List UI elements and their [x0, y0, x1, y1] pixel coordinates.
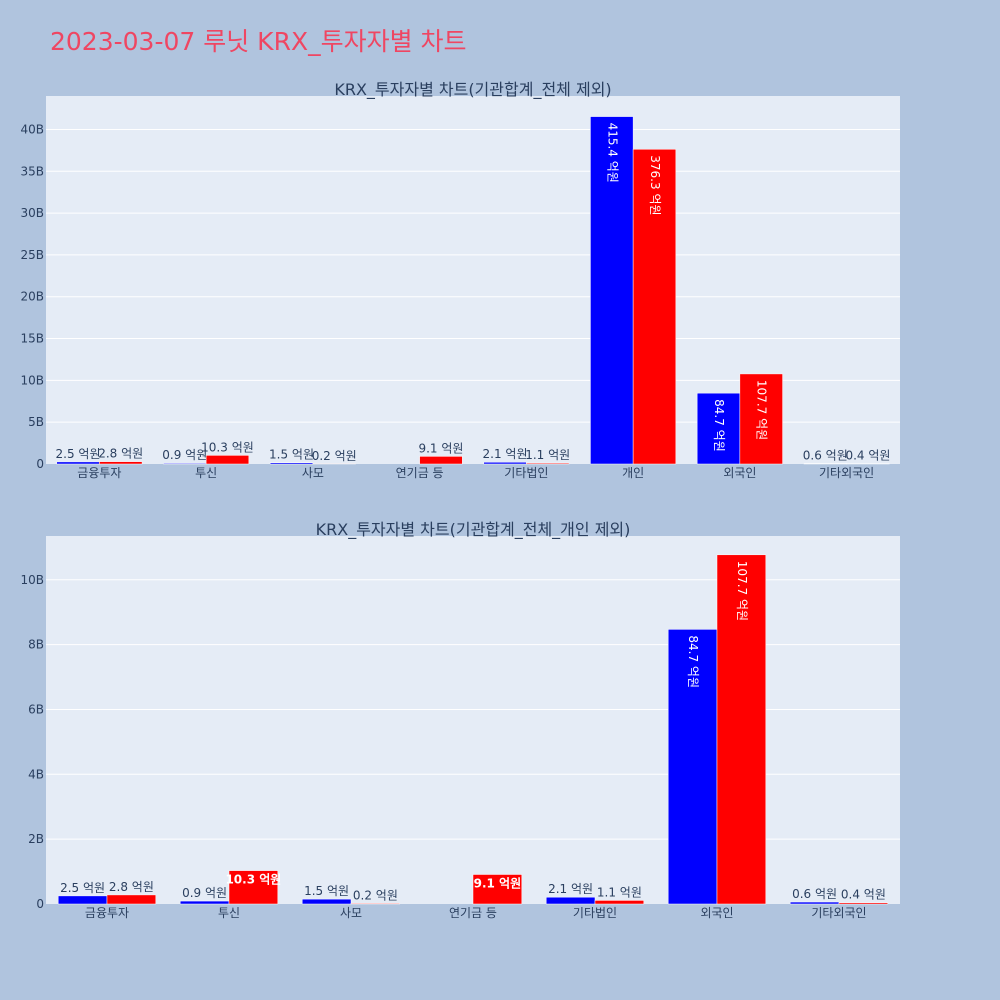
data-label: 10.3 억원: [225, 873, 281, 887]
data-label: 0.9 억원: [182, 886, 227, 900]
x-tick-label: 연기금 등: [396, 466, 444, 480]
x-tick-label: 외국인: [723, 466, 756, 480]
data-label: 0.9 억원: [162, 448, 207, 462]
bar: [545, 896, 596, 905]
bar: [228, 870, 279, 905]
y-tick-label: 15B: [20, 332, 44, 346]
data-label: 415.4 억원: [605, 123, 619, 183]
x-tick-label: 투신: [195, 466, 217, 480]
x-tick-label: 기타법인: [504, 466, 548, 480]
data-label: 10.3 억원: [201, 440, 254, 454]
bar: [838, 902, 889, 905]
bar: [179, 900, 230, 905]
data-label: 2.1 억원: [548, 882, 593, 896]
chart-title: KRX_투자자별 차트(기관합계_전체_개인 제외): [316, 520, 631, 540]
data-label: 9.1 억원: [474, 876, 522, 890]
bar: [56, 461, 100, 465]
bar: [696, 392, 741, 465]
y-tick-label: 20B: [20, 290, 44, 304]
bar: [803, 463, 847, 465]
y-tick-label: 0: [36, 457, 44, 471]
x-tick-label: 금융투자: [85, 906, 129, 920]
y-tick-label: 2B: [28, 832, 44, 846]
bar: [57, 895, 108, 905]
data-label: 1.1 억원: [597, 885, 642, 899]
chart-title: KRX_투자자별 차트(기관합계_전체 제외): [334, 80, 611, 100]
data-label: 0.4 억원: [845, 449, 890, 463]
y-tick-label: 8B: [28, 638, 44, 652]
data-label: 107.7 억원: [735, 561, 749, 621]
data-label: 2.5 억원: [56, 447, 101, 461]
data-label: 0.4 억원: [841, 888, 886, 902]
page-title: 2023-03-07 루닛 KRX_투자자별 차트: [50, 27, 467, 56]
bar: [632, 149, 677, 465]
data-label: 2.1 억원: [483, 447, 528, 461]
bar: [594, 900, 645, 905]
bar: [472, 874, 523, 905]
bar: [789, 901, 840, 905]
x-tick-label: 기타법인: [573, 906, 617, 920]
data-label: 2.5 억원: [60, 881, 105, 895]
bar: [163, 462, 207, 465]
x-tick-label: 사모: [340, 906, 362, 920]
bar: [483, 461, 527, 465]
x-tick-label: 기타외국인: [811, 906, 866, 920]
x-tick-label: 사모: [302, 466, 324, 480]
bar: [667, 629, 718, 905]
data-label: 0.2 억원: [353, 888, 398, 902]
bar: [716, 554, 767, 905]
y-tick-label: 35B: [20, 164, 44, 178]
y-tick-label: 0: [36, 897, 44, 911]
y-tick-label: 30B: [20, 206, 44, 220]
data-label: 84.7 억원: [686, 635, 700, 688]
x-tick-label: 개인: [622, 466, 644, 480]
data-label: 0.2 억원: [312, 449, 357, 463]
bar: [739, 373, 783, 465]
data-label: 2.8 억원: [98, 447, 143, 461]
bar: [99, 461, 143, 465]
y-tick-label: 10B: [20, 373, 44, 387]
x-tick-label: 외국인: [700, 906, 733, 920]
y-tick-label: 25B: [20, 248, 44, 262]
y-tick-label: 40B: [20, 122, 44, 136]
y-tick-label: 4B: [28, 767, 44, 781]
data-label: 1.5 억원: [269, 448, 314, 462]
data-label: 84.7 억원: [712, 399, 726, 452]
bar: [419, 456, 463, 465]
bar: [526, 462, 570, 465]
bar: [269, 462, 314, 465]
bar: [205, 455, 250, 465]
x-tick-label: 기타외국인: [819, 466, 874, 480]
y-tick-label: 5B: [28, 415, 44, 429]
x-tick-label: 연기금 등: [449, 906, 497, 920]
data-label: 107.7 억원: [755, 380, 769, 440]
y-tick-label: 6B: [28, 702, 44, 716]
data-label: 2.8 억원: [109, 880, 154, 894]
data-label: 0.6 억원: [792, 887, 837, 901]
x-tick-label: 투신: [218, 906, 240, 920]
bar: [301, 898, 352, 905]
data-label: 376.3 억원: [648, 155, 662, 215]
bar: [350, 903, 401, 905]
bar: [106, 894, 157, 905]
data-label: 1.5 억원: [304, 884, 349, 898]
x-tick-label: 금융투자: [77, 466, 121, 480]
data-label: 0.6 억원: [803, 448, 848, 462]
y-tick-label: 10B: [20, 573, 44, 587]
data-label: 9.1 억원: [418, 441, 463, 455]
bar: [590, 116, 634, 465]
plot-area: [46, 536, 900, 904]
data-label: 1.1 억원: [525, 448, 570, 462]
